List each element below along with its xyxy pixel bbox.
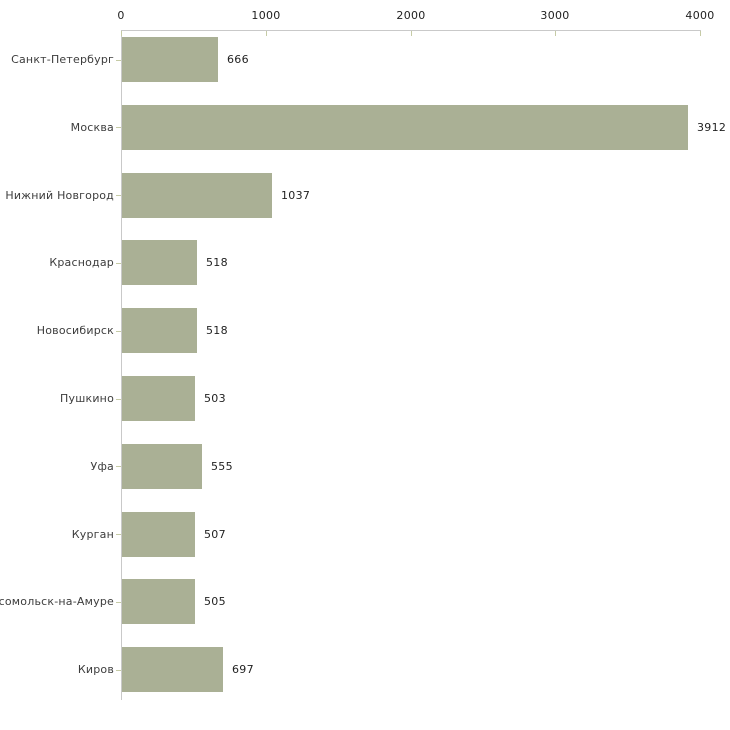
x-tick-mark [555, 31, 556, 36]
category-label: Курган [71, 528, 114, 541]
category-label: Краснодар [49, 256, 114, 269]
category-tick-mark [116, 399, 121, 400]
category-tick-mark [116, 466, 121, 467]
bar-value-label: 505 [204, 595, 226, 608]
bar [122, 444, 202, 489]
category-label: Пушкино [60, 392, 114, 405]
bar-value-label: 697 [232, 663, 254, 676]
bar-value-label: 518 [206, 324, 228, 337]
x-tick-mark [700, 31, 701, 36]
x-tick-mark [266, 31, 267, 36]
category-label: Киров [77, 663, 114, 676]
category-tick-mark [116, 534, 121, 535]
x-axis-line [121, 30, 701, 31]
category-label: Комсомольск-на-Амуре [0, 595, 114, 608]
x-tick-mark [121, 31, 122, 36]
bar [122, 308, 197, 353]
category-label: Нижний Новгород [5, 189, 114, 202]
bar [122, 579, 195, 624]
bar-value-label: 518 [206, 256, 228, 269]
bar-value-label: 3912 [697, 121, 727, 134]
bar [122, 647, 223, 692]
bar [122, 376, 195, 421]
bar [122, 37, 218, 82]
category-tick-mark [116, 670, 121, 671]
bar [122, 173, 272, 218]
y-axis-line [121, 30, 122, 700]
category-label: Санкт-Петербург [11, 53, 114, 66]
category-label: Уфа [90, 460, 114, 473]
bar [122, 512, 195, 557]
x-tick-label: 0 [117, 9, 125, 22]
x-tick-label: 4000 [685, 9, 715, 22]
category-tick-mark [116, 331, 121, 332]
bar-value-label: 666 [227, 53, 249, 66]
bar [122, 240, 197, 285]
bar-value-label: 1037 [281, 189, 311, 202]
x-tick-mark [411, 31, 412, 36]
bar-value-label: 503 [204, 392, 226, 405]
bar-value-label: 507 [204, 528, 226, 541]
x-tick-label: 3000 [540, 9, 570, 22]
category-tick-mark [116, 195, 121, 196]
bar [122, 105, 688, 150]
category-label: Москва [70, 121, 114, 134]
category-tick-mark [116, 263, 121, 264]
category-label: Новосибирск [36, 324, 114, 337]
x-tick-label: 1000 [251, 9, 281, 22]
bar-value-label: 555 [211, 460, 233, 473]
category-tick-mark [116, 127, 121, 128]
x-tick-label: 2000 [396, 9, 426, 22]
category-tick-mark [116, 60, 121, 61]
category-tick-mark [116, 602, 121, 603]
